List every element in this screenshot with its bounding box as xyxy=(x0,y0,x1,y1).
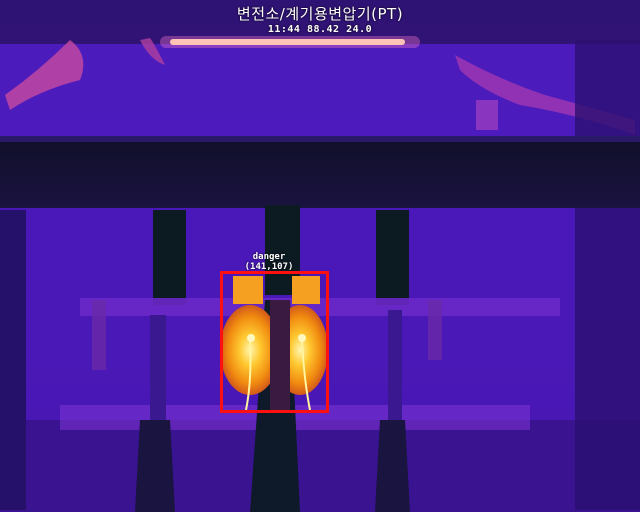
pt-lead-right xyxy=(301,339,311,411)
hot-transformer xyxy=(220,276,328,411)
pt-top-left xyxy=(233,276,263,304)
pt-divider xyxy=(270,300,290,410)
pt-top-right xyxy=(292,276,320,304)
warm-wire-left-2 xyxy=(140,38,165,65)
camera-title: 변전소/계기용변압기(PT) xyxy=(236,5,404,23)
detection-class: danger xyxy=(252,252,286,262)
camera-readout: 11:44 88.42 24.0 xyxy=(267,24,373,35)
pt-terminal-right xyxy=(298,334,306,342)
left-cable xyxy=(135,420,175,512)
right-pillar xyxy=(575,40,640,510)
detection-label: danger (141,107) xyxy=(221,252,317,272)
hot-cable xyxy=(170,39,405,45)
left-pillar xyxy=(0,210,26,510)
beam-highlight xyxy=(0,136,640,142)
bushing-right xyxy=(376,210,409,305)
insulator-right xyxy=(388,310,402,450)
detection-box xyxy=(220,271,329,413)
pt-lead-left xyxy=(245,339,252,411)
floor xyxy=(0,420,640,512)
warm-wire-left xyxy=(5,40,84,110)
insulator-far-right xyxy=(428,300,442,360)
right-clamp xyxy=(476,100,498,130)
top-beam xyxy=(0,0,640,44)
right-cable xyxy=(375,420,410,512)
hot-cable-glow xyxy=(160,36,420,48)
insulator-far-left xyxy=(92,300,106,370)
pt-terminal-left xyxy=(247,334,255,342)
bushing-left xyxy=(153,210,186,305)
main-beam xyxy=(0,138,640,208)
detection-coords: (141,107) xyxy=(244,262,294,272)
